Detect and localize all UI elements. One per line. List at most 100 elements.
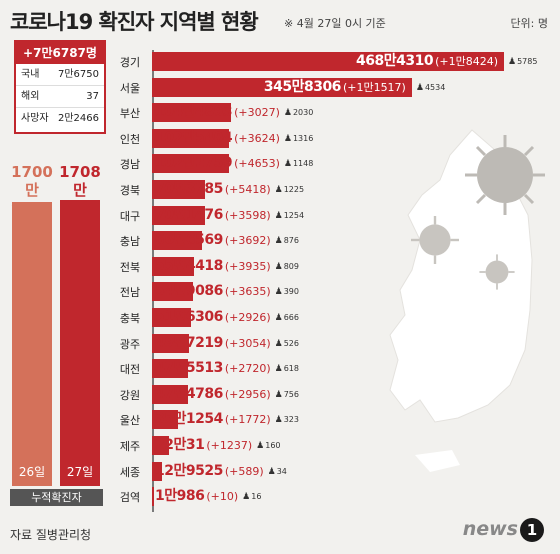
bar [152,180,205,199]
person-icon: ♟ [283,133,292,144]
region-label: 경남 [119,158,141,172]
region-label: 강원 [119,388,141,402]
bar [152,231,203,251]
person-icon: ♟ [415,82,424,93]
page-title: 코로나19 확진자 지역별 현황 [10,10,259,34]
summary-value: 2만2466 [57,113,99,124]
person-icon: ♟ [274,185,283,195]
death-count: ♟666 [274,313,299,323]
region-axis: 경기 서울 부산 인천 경남 경북 대구 충남 전북 전남 충북 광주 대전 강원 울산 제주 세종 검역 [112,50,154,512]
death-count: ♟5785 [508,57,538,67]
person-icon: ♟ [242,492,251,503]
bar-value-label: 104만4893 (+3027) [155,104,280,121]
person-icon: ♟ [274,389,283,400]
cumulative-day-prev: 26일 [18,465,46,479]
bar [152,128,230,148]
person-icon: ♟ [283,108,292,119]
bar-value-label: 102만5404 (+3624) [155,129,280,146]
cumulative-curr-line1: 1708만 [59,163,101,199]
person-icon: ♟ [274,338,283,349]
bar [152,359,188,379]
person-icon: ♟ [274,261,283,272]
person-icon: ♟ [274,210,283,221]
total-new-cases: +7만6787명 [16,42,104,64]
summary-row: 해외 37 [16,86,104,108]
person-icon: ♟ [274,364,283,375]
bar-value-label: 12만9525 (+589) [155,462,264,479]
bar [152,154,229,174]
summary-row: 사망자 2만2466 [16,108,104,129]
bar [152,103,231,123]
bar [152,77,412,97]
person-icon: ♟ [267,466,276,477]
bar-value-label: 35만1254 (+1772) [155,411,271,428]
bar [152,282,194,302]
death-count: ♟876 [274,236,299,247]
bar-value-label: 49만7219 (+3054) [155,334,271,351]
summary-label: 해외 [21,91,40,102]
bar [152,487,154,507]
region-label: 인천 [119,132,141,146]
region-label: 제주 [119,440,141,453]
person-icon: ♟ [274,415,283,426]
cumulative-prev-line1: 1700만 [11,163,53,199]
person-icon: ♟ [274,287,283,298]
news1-logo: news 1 [463,518,544,542]
summary-value: 7만6750 [57,69,99,80]
death-count: ♟809 [274,261,299,272]
summary-label: 사망자 [21,113,49,124]
person-icon: ♟ [256,441,265,451]
death-count: ♟323 [274,415,299,426]
death-count: ♟34 [267,466,287,477]
region-label: 세종 [119,465,141,479]
bar [152,256,194,276]
unit-label: 단위: 명 [510,17,548,30]
bar-value-label: 47만4786 (+2956) [155,385,271,402]
region-label: 경북 [119,184,141,197]
death-count: ♟618 [274,364,299,375]
death-count: ♟1225 [274,185,305,195]
bar-value-label: 51만6306 (+2926) [155,309,271,325]
death-count: ♟16 [242,492,262,503]
summary-label: 국내 [21,69,40,80]
bar [152,205,205,225]
summary-box: +7만6787명 국내 7만6750 해외 37 사망자 2만2466 [14,40,106,134]
bar [152,410,179,430]
cumulative-bar-prev: 26일 [12,202,52,486]
cumulative-bar-curr: 27일 [60,200,100,486]
region-label: 전남 [119,286,141,300]
source-note: 자료 질병관리청 [10,528,92,542]
death-count: ♟160 [256,441,281,451]
bar-value-label: 55만4418 (+3935) [155,257,271,274]
bar [152,52,504,71]
region-label: 검역 [119,491,141,505]
death-count: ♟756 [274,389,299,400]
region-label: 대구 [119,209,141,223]
virus-icon [411,216,459,264]
region-label: 부산 [119,107,141,121]
death-count: ♟1316 [283,133,314,144]
bar-value-label: 1만986 (+10) [155,488,239,505]
cumulative-footer: 누적확진자 [10,489,103,506]
death-count: ♟2030 [283,108,314,119]
death-count: ♟1148 [283,159,314,170]
cumulative-day-curr: 27일 [66,465,94,479]
death-count: ♟1254 [274,210,305,221]
bar-value-label: 70만3785 (+5418) [155,181,271,197]
region-label: 경기 [119,56,141,69]
date-note: ※ 4월 27일 0시 기준 [284,17,386,30]
bar [152,461,162,481]
person-icon: ♟ [508,57,517,67]
death-count: ♟4534 [415,82,446,93]
person-icon: ♟ [274,236,283,247]
bar [152,384,188,404]
summary-row: 국내 7만6750 [16,64,104,86]
virus-icon [465,135,545,215]
bar [152,308,191,327]
bar-value-label: 345만8306 (+1만1517) [263,78,406,95]
bar-value-label: 66만6569 (+3692) [155,232,271,249]
bar-value-label: 70만1476 (+3598) [155,206,271,223]
death-count: ♟390 [274,287,299,298]
bar [152,436,169,455]
person-icon: ♟ [274,313,283,323]
